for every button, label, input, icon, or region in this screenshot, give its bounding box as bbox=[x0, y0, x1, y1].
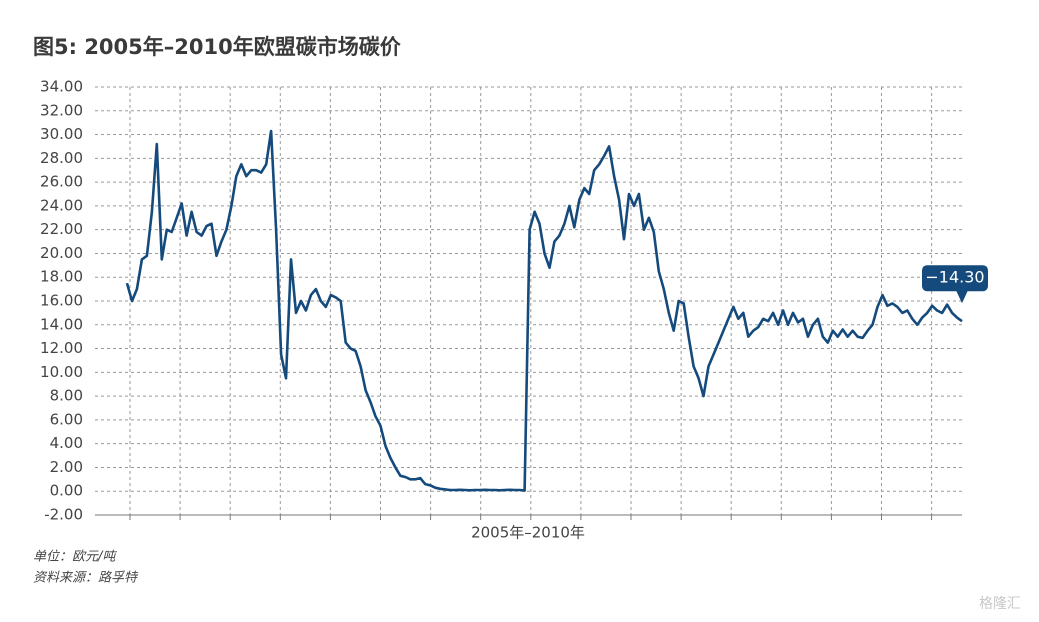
chart-title: 图5: 2005年–2010年欧盟碳市场碳价 bbox=[33, 35, 402, 59]
annotation-box bbox=[922, 265, 988, 292]
annotation-label: −14.30 bbox=[925, 268, 984, 287]
y-tick-label: 0.00 bbox=[50, 482, 83, 500]
y-tick-label: -2.00 bbox=[44, 506, 83, 524]
annotation: −14.30 bbox=[922, 265, 988, 304]
y-tick-label: 20.00 bbox=[40, 244, 83, 262]
y-tick-label: 30.00 bbox=[40, 125, 83, 143]
y-tick-label: 32.00 bbox=[40, 101, 83, 119]
unit-note: 单位：欧元/吨 bbox=[33, 549, 117, 565]
y-tick-label: 16.00 bbox=[40, 292, 83, 310]
y-tick-label: 22.00 bbox=[40, 220, 83, 238]
y-tick-label: 2.00 bbox=[50, 458, 83, 476]
y-tick-label: 24.00 bbox=[40, 196, 83, 214]
watermark: 格隆汇 bbox=[979, 596, 1021, 612]
y-tick-label: 34.00 bbox=[40, 78, 83, 96]
y-tick-label: 14.00 bbox=[40, 315, 83, 333]
y-tick-label: 8.00 bbox=[50, 387, 83, 405]
y-tick-label: 28.00 bbox=[40, 149, 83, 167]
y-tick-label: 6.00 bbox=[50, 410, 83, 428]
y-tick-label: 4.00 bbox=[50, 434, 83, 452]
x-axis-label: 2005年–2010年 bbox=[471, 524, 585, 542]
y-tick-label: 12.00 bbox=[40, 339, 83, 357]
annotation-pointer bbox=[956, 290, 968, 304]
y-tick-label: 26.00 bbox=[40, 173, 83, 191]
y-tick-label: 10.00 bbox=[40, 363, 83, 381]
price-line bbox=[125, 129, 963, 492]
source-note: 资料来源：路孚特 bbox=[33, 571, 139, 586]
y-tick-label: 18.00 bbox=[40, 268, 83, 286]
